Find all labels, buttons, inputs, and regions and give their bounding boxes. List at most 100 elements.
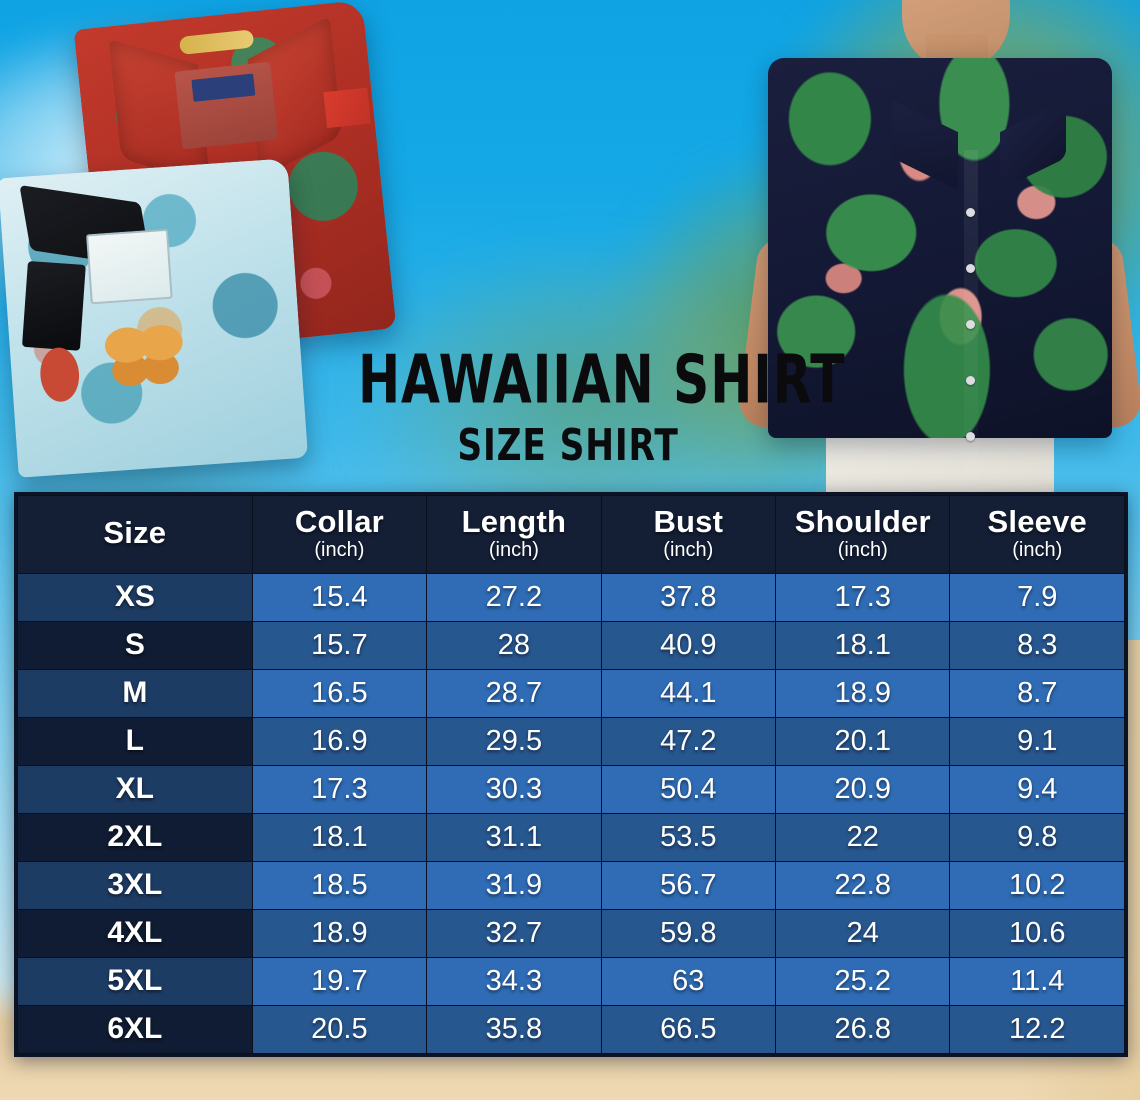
measurement-cell-sleeve: 8.7 bbox=[949, 668, 1125, 718]
measurement-cell-sleeve: 10.2 bbox=[949, 860, 1125, 910]
measurement-cell-length: 30.3 bbox=[426, 764, 602, 814]
shirt-brand-band bbox=[178, 29, 255, 55]
table-row: M 16.5 28.7 44.1 18.9 8.7 bbox=[17, 668, 1125, 718]
table-row: XL 17.3 30.3 50.4 20.9 9.4 bbox=[17, 764, 1125, 814]
table-row: 2XL 18.1 31.1 53.5 22 9.8 bbox=[17, 812, 1125, 862]
measurement-cell-bust: 53.5 bbox=[600, 812, 777, 862]
column-header-label: Size bbox=[103, 515, 167, 550]
shirt-collar-right bbox=[21, 260, 86, 351]
measurement-cell-shoulder: 18.1 bbox=[775, 620, 951, 670]
shirt-collar-right bbox=[1000, 99, 1066, 191]
table-row: 4XL 18.9 32.7 59.8 24 10.6 bbox=[17, 908, 1125, 958]
measurement-cell-sleeve: 9.4 bbox=[949, 764, 1125, 814]
measurement-cell-shoulder: 18.9 bbox=[775, 668, 951, 718]
measurement-cell-shoulder: 25.2 bbox=[775, 956, 951, 1006]
shirt-button bbox=[966, 432, 975, 441]
column-header-label: Collar bbox=[294, 504, 384, 539]
measurement-cell-collar: 17.3 bbox=[251, 764, 428, 814]
measurement-cell-shoulder: 22.8 bbox=[775, 860, 951, 910]
navy-flamingo-shirt bbox=[768, 58, 1112, 480]
column-header-label: Bust bbox=[653, 504, 724, 539]
table-row: XS 15.4 27.2 37.8 17.3 7.9 bbox=[17, 572, 1125, 622]
size-label-cell: M bbox=[17, 668, 253, 718]
measurement-cell-collar: 16.5 bbox=[251, 668, 428, 718]
shirt-hang-tag bbox=[323, 87, 371, 129]
measurement-cell-bust: 66.5 bbox=[600, 1004, 777, 1054]
measurement-cell-length: 31.9 bbox=[426, 860, 602, 910]
measurement-cell-sleeve: 9.1 bbox=[949, 716, 1125, 766]
measurement-cell-length: 28.7 bbox=[426, 668, 602, 718]
shirt-button bbox=[966, 264, 975, 273]
measurement-cell-length: 27.2 bbox=[426, 572, 602, 622]
column-header-shoulder: Shoulder (inch) bbox=[775, 495, 951, 574]
title-subtitle: SIZE SHIRT bbox=[457, 421, 679, 471]
measurement-cell-length: 31.1 bbox=[426, 812, 602, 862]
table-row: S 15.7 28 40.9 18.1 8.3 bbox=[17, 620, 1125, 670]
column-header-length: Length (inch) bbox=[426, 495, 602, 574]
size-label-cell: L bbox=[17, 716, 253, 766]
measurement-cell-shoulder: 20.9 bbox=[775, 764, 951, 814]
measurement-cell-sleeve: 12.2 bbox=[949, 1004, 1125, 1054]
header-row: Size Collar (inch) Length (inch) Bust (inch) Sh… bbox=[17, 495, 1125, 574]
column-header-sleeve: Sleeve (inch) bbox=[949, 495, 1125, 574]
measurement-cell-shoulder: 20.1 bbox=[775, 716, 951, 766]
measurement-cell-shoulder: 22 bbox=[775, 812, 951, 862]
measurement-cell-collar: 18.5 bbox=[251, 860, 428, 910]
measurement-cell-collar: 16.9 bbox=[251, 716, 428, 766]
measurement-cell-sleeve: 9.8 bbox=[949, 812, 1125, 862]
table-row: 6XL 20.5 35.8 66.5 26.8 12.2 bbox=[17, 1004, 1125, 1054]
column-header-label: Length bbox=[461, 504, 567, 539]
column-header-unit: (inch) bbox=[488, 538, 539, 561]
measurement-cell-sleeve: 11.4 bbox=[949, 956, 1125, 1006]
measurement-cell-bust: 50.4 bbox=[600, 764, 777, 814]
measurement-cell-collar: 15.7 bbox=[251, 620, 428, 670]
measurement-cell-collar: 19.7 bbox=[251, 956, 428, 1006]
measurement-cell-collar: 15.4 bbox=[251, 572, 428, 622]
column-header-unit: (inch) bbox=[837, 538, 888, 561]
measurement-cell-sleeve: 7.9 bbox=[949, 572, 1125, 622]
shirt-button bbox=[966, 320, 975, 329]
column-header-label: Sleeve bbox=[987, 504, 1087, 539]
table-row: L 16.9 29.5 47.2 20.1 9.1 bbox=[17, 716, 1125, 766]
measurement-cell-shoulder: 17.3 bbox=[775, 572, 951, 622]
column-header-unit: (inch) bbox=[663, 538, 714, 561]
size-label-cell: XS bbox=[17, 572, 253, 622]
column-header-bust: Bust (inch) bbox=[600, 495, 777, 574]
page-title: HAWAIIAN SHIRT SIZE SHIRT bbox=[318, 346, 845, 471]
measurement-cell-bust: 40.9 bbox=[600, 620, 777, 670]
shirt-placket bbox=[174, 61, 279, 150]
measurement-cell-bust: 63 bbox=[600, 956, 777, 1006]
size-chart-table: Size Collar (inch) Length (inch) Bust (inch) Sh… bbox=[14, 492, 1128, 1057]
size-label-cell: 4XL bbox=[17, 908, 253, 958]
title-main: HAWAIIAN SHIRT bbox=[358, 340, 846, 420]
measurement-cell-sleeve: 10.6 bbox=[949, 908, 1125, 958]
column-header-label: Shoulder bbox=[794, 504, 931, 539]
measurement-cell-bust: 56.7 bbox=[600, 860, 777, 910]
measurement-cell-collar: 20.5 bbox=[251, 1004, 428, 1054]
measurement-cell-length: 29.5 bbox=[426, 716, 602, 766]
size-label-cell: 2XL bbox=[17, 812, 253, 862]
measurement-cell-collar: 18.1 bbox=[251, 812, 428, 862]
size-label-cell: XL bbox=[17, 764, 253, 814]
column-header-collar: Collar (inch) bbox=[251, 495, 428, 574]
measurement-cell-length: 28 bbox=[426, 620, 602, 670]
shirt-button bbox=[966, 208, 975, 217]
table-row: 5XL 19.7 34.3 63 25.2 11.4 bbox=[17, 956, 1125, 1006]
measurement-cell-sleeve: 8.3 bbox=[949, 620, 1125, 670]
shirt-collar-left bbox=[892, 99, 958, 191]
size-label-cell: 3XL bbox=[17, 860, 253, 910]
column-header-unit: (inch) bbox=[1012, 538, 1063, 561]
measurement-cell-bust: 37.8 bbox=[600, 572, 777, 622]
measurement-cell-length: 32.7 bbox=[426, 908, 602, 958]
measurement-cell-bust: 59.8 bbox=[600, 908, 777, 958]
measurement-cell-length: 34.3 bbox=[426, 956, 602, 1006]
table-body: XS 15.4 27.2 37.8 17.3 7.9 S 15.7 28 40.9 18.1 8.3 M… bbox=[17, 572, 1125, 1054]
size-label-cell: 5XL bbox=[17, 956, 253, 1006]
measurement-cell-shoulder: 26.8 bbox=[775, 1004, 951, 1054]
shirt-placket bbox=[964, 150, 978, 480]
butterfly-motif-icon bbox=[100, 315, 189, 394]
table-header: Size Collar (inch) Length (inch) Bust (inch) Sh… bbox=[17, 495, 1125, 574]
measurement-cell-bust: 44.1 bbox=[600, 668, 777, 718]
shirt-button bbox=[966, 376, 975, 385]
shirt-chest-pocket bbox=[86, 228, 173, 305]
